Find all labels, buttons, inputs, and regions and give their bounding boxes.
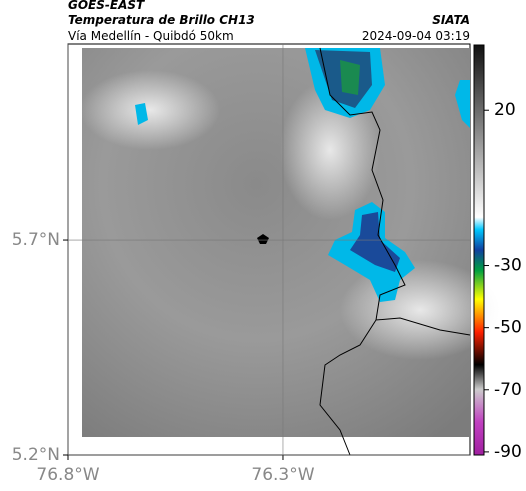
map-area — [67, 43, 500, 456]
location-marker — [257, 234, 269, 244]
warm-cloud — [80, 70, 220, 150]
cold-cloud — [455, 80, 470, 128]
y-tick-label: 5.2°N — [12, 445, 60, 465]
cold-cloud — [350, 212, 400, 272]
route: Vía Medellín - Quibdó 50km — [68, 29, 234, 43]
colorbar-label: -70 — [494, 380, 522, 400]
cold-cloud — [340, 60, 360, 95]
border — [319, 47, 471, 456]
cold-cloud — [135, 103, 148, 125]
y-tick-label: 5.7°N — [12, 230, 60, 250]
x-tick-label: 76.8°W — [36, 465, 99, 485]
product: Temperatura de Brillo CH13 — [68, 13, 255, 27]
colorbar-label: -50 — [494, 318, 522, 338]
colorbar-label: 20 — [494, 100, 516, 120]
x-tick-label: 76.3°W — [251, 465, 314, 485]
colorbar-label: -30 — [494, 256, 522, 276]
org: SIATA — [432, 13, 470, 27]
source: GOES-EAST — [68, 0, 145, 12]
colorbar — [473, 44, 485, 456]
colorbar-label: -90 — [494, 442, 522, 462]
timestamp: 2024-09-04 03:19 — [362, 29, 470, 43]
